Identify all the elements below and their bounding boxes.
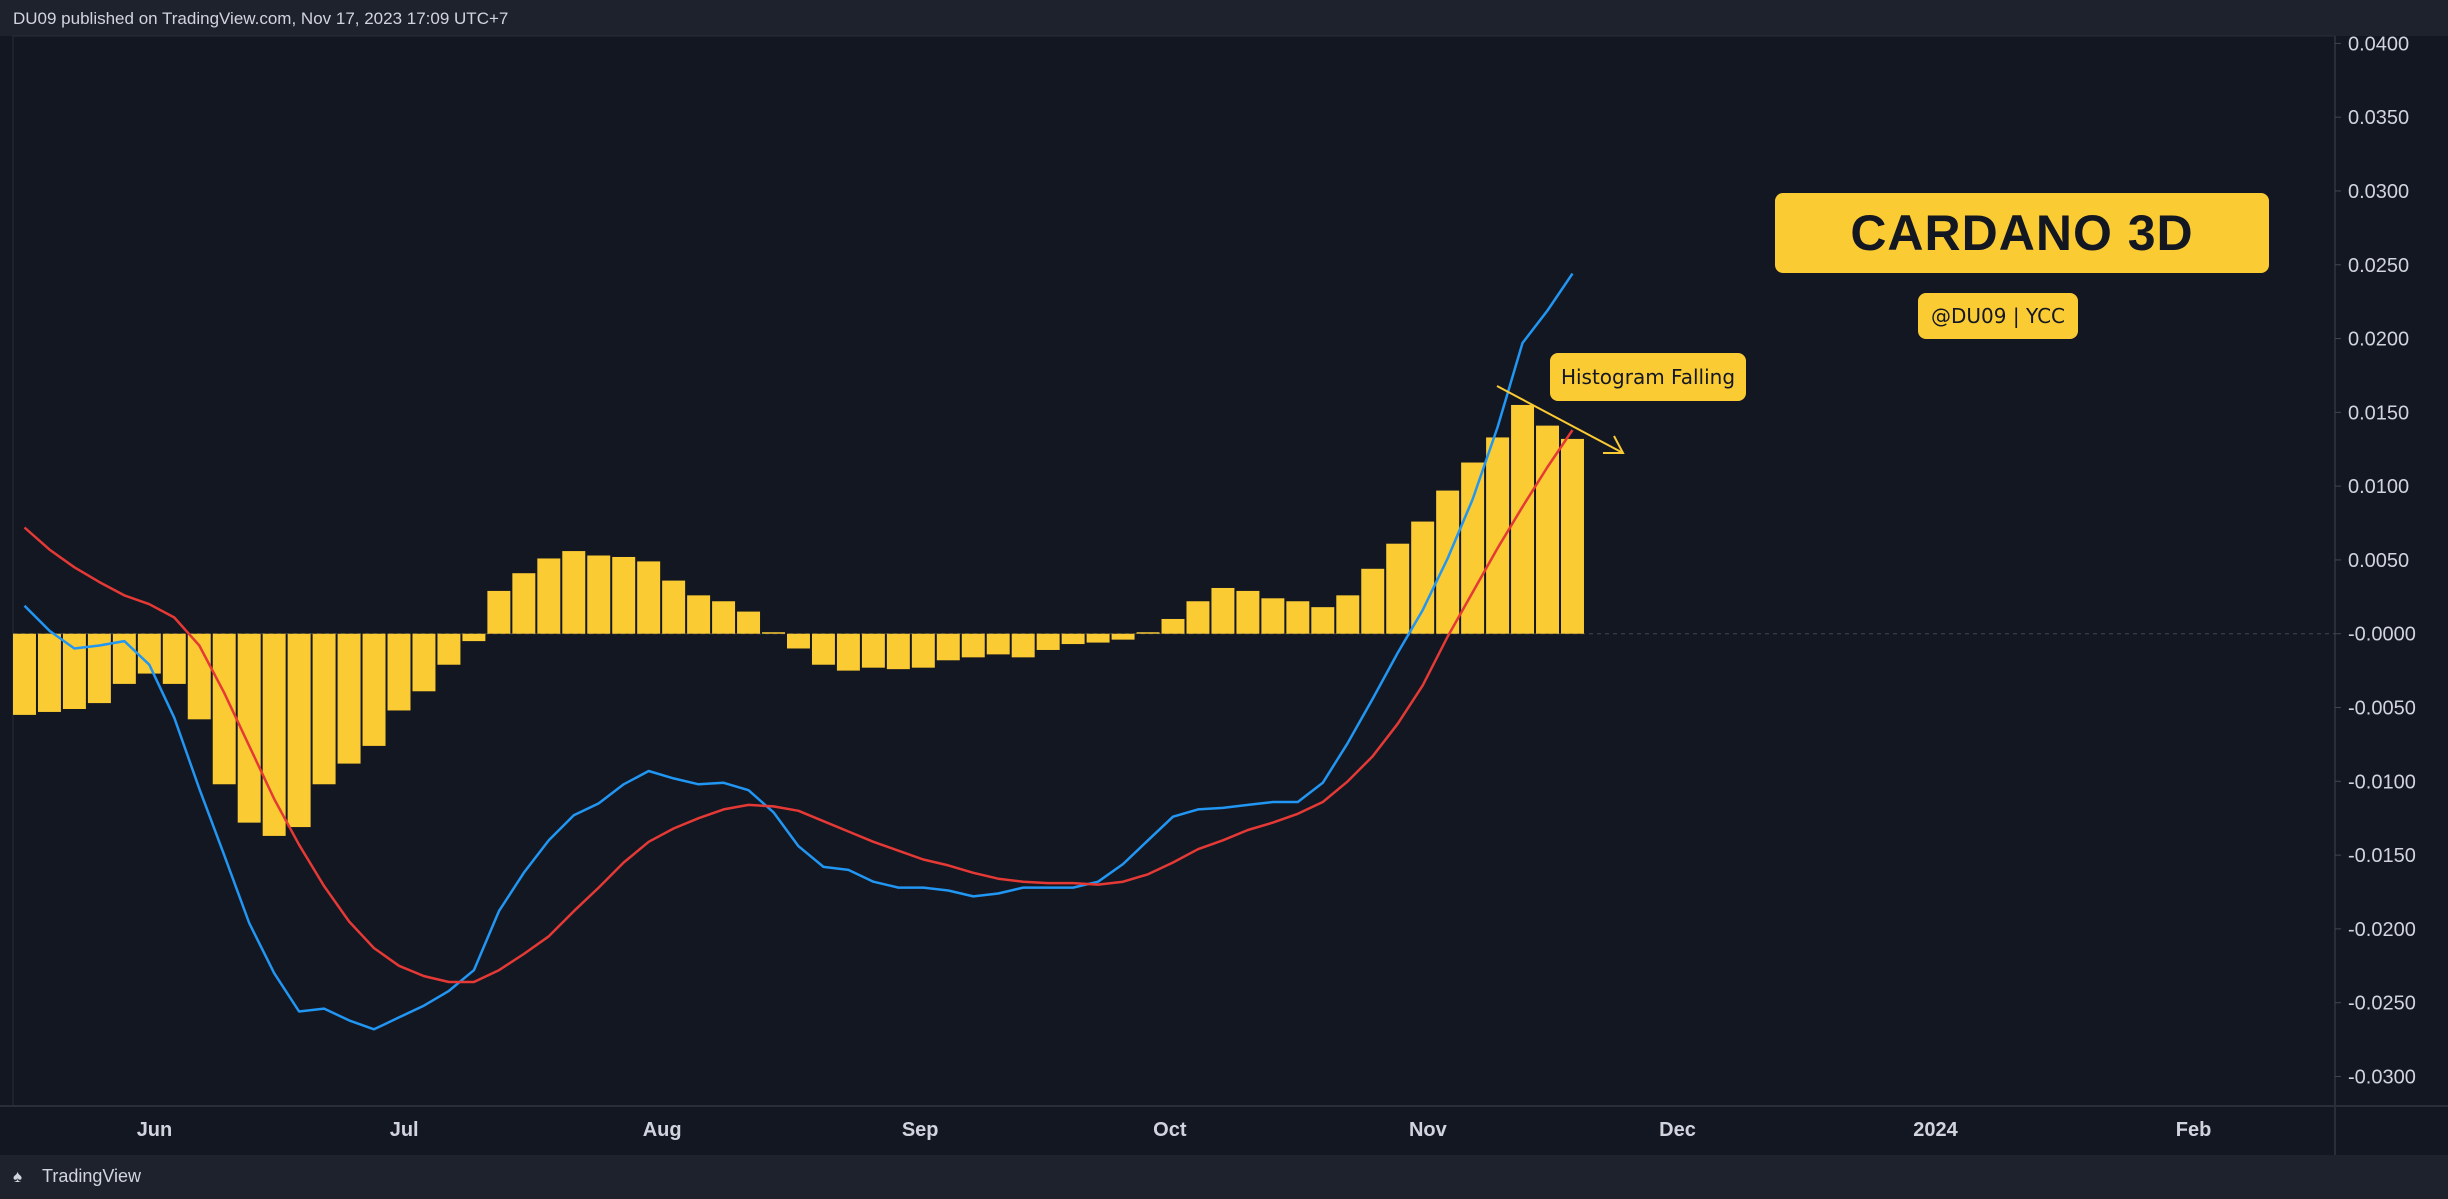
y-tick-label: -0.0200 [2348,919,2416,941]
x-tick-label: Sep [902,1119,939,1141]
histogram-bar [936,633,960,661]
y-tick-label: 0.0250 [2348,255,2409,277]
histogram-bar [562,551,586,634]
x-tick-label: Jun [137,1119,173,1141]
y-tick-label: 0.0200 [2348,329,2409,351]
histogram-bar [337,633,361,764]
x-tick-label: Feb [2176,1119,2212,1141]
histogram-bar [62,633,86,709]
author-badge: @DU09 | YCC [1918,293,2078,339]
histogram-bar [612,556,636,634]
y-tick-label: -0.0250 [2348,993,2416,1015]
y-tick-label: 0.0050 [2348,550,2409,572]
histogram-bar [1086,633,1110,643]
x-tick-label: Oct [1153,1119,1187,1141]
histogram-bar [1486,437,1510,634]
histogram-bar [362,633,386,746]
histogram-bar [986,633,1010,655]
histogram-bar [737,611,761,634]
histogram-falling-arrow [1496,385,1625,454]
histogram-bar [237,633,261,823]
histogram-bar [1411,521,1435,634]
y-tick-label: -0.0150 [2348,845,2416,867]
y-tick-label: 0.0400 [2348,33,2409,55]
x-tick-label: Aug [643,1119,682,1141]
histogram-bar [412,633,436,692]
histogram-bar [961,633,985,658]
histogram-bar [1111,633,1135,640]
histogram-falling-note: Histogram Falling [1550,353,1746,401]
histogram-bar [1561,438,1584,634]
histogram-bar [137,633,161,674]
x-tick-label: Jul [390,1119,419,1141]
histogram-bar [1461,462,1485,634]
histogram-bar [212,633,236,785]
macd-chart[interactable]: 0.0400 0.0350 0.0300 0.0250 0.0200 0.0150 0.01… [0,0,2448,1155]
histogram-bar [1186,601,1210,634]
y-tick-label: 0.0150 [2348,402,2409,424]
histogram-bar [262,633,286,836]
footer-bar: ♠ TradingView [0,1155,2448,1199]
x-tick-label: Dec [1659,1119,1696,1141]
histogram-bar [1061,633,1085,645]
histogram-bar [162,633,186,684]
y-tick-label: 0.0100 [2348,476,2409,498]
histogram-bar [762,632,785,634]
histogram-bar [387,633,411,711]
histogram-bar [1286,601,1310,634]
x-tick-label: Nov [1409,1119,1448,1141]
histogram-bar [487,590,511,634]
histogram-bar [1311,607,1335,634]
histogram-bar [712,601,736,634]
histogram-bar [1261,598,1285,634]
indicator-lines [23,272,1574,1031]
histogram-bar [312,633,336,785]
histogram-bar [637,561,661,634]
histogram-bar [662,580,686,634]
axes: 0.0400 0.0350 0.0300 0.0250 0.0200 0.0150 0.01… [137,33,2416,1141]
histogram-bar [1386,543,1410,634]
y-tick-label: 0.0350 [2348,107,2409,129]
y-tick-label: -0.0300 [2348,1066,2416,1088]
chart-title-badge: CARDANO 3D MACD [1775,193,2269,341]
histogram-bar [886,633,910,670]
histogram-bars [13,404,1584,836]
histogram-bar [1336,595,1360,634]
y-tick-label: 0.0300 [2348,181,2409,203]
histogram-bar [37,633,61,712]
histogram-bar [1161,618,1185,634]
tradingview-brand[interactable]: TradingView [42,1166,142,1186]
histogram-bar [1036,633,1060,650]
y-tick-label: -0.0100 [2348,771,2416,793]
histogram-bar [687,595,711,634]
histogram-bar [836,633,860,671]
histogram-bar [437,633,461,665]
histogram-bar [1361,568,1385,634]
histogram-bar [811,633,835,665]
histogram-bar [787,633,810,649]
histogram-bar [1136,632,1160,634]
signal-line [23,429,1574,984]
histogram-bar [87,633,111,704]
tradingview-logo-icon: ♠ [13,1167,23,1186]
histogram-bar [587,555,611,634]
histogram-bar [911,633,935,668]
histogram-bar [861,633,885,668]
histogram-bar [512,573,536,634]
histogram-bar [287,633,311,828]
publish-info-text: DU09 published on TradingView.com, Nov 1… [13,9,509,28]
histogram-bar [1436,490,1460,634]
macd-line [23,272,1574,1031]
histogram-bar [13,633,36,715]
x-tick-label: 2024 [1913,1119,1958,1141]
y-tick-label: -0.0000 [2348,624,2416,646]
publish-header: DU09 published on TradingView.com, Nov 1… [0,0,2448,36]
histogram-bar [1511,404,1535,634]
histogram-bar [462,633,486,642]
y-tick-label: -0.0050 [2348,698,2416,720]
histogram-bar [1236,590,1260,634]
histogram-bar [1011,633,1035,658]
histogram-bar [1211,587,1235,634]
histogram-bar [537,558,561,634]
